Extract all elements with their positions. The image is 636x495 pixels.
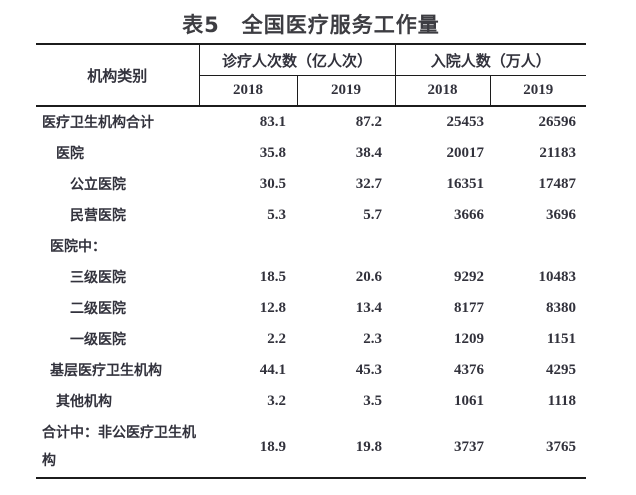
value-cell: 30.5 xyxy=(259,176,286,192)
value-cell: 87.2 xyxy=(355,114,383,130)
value-cell: 25453 xyxy=(446,114,485,130)
header-group-row: 机构类别 诊疗人次数（亿人次） 入院人数（万人） xyxy=(36,44,587,107)
value-cell: 8177 xyxy=(454,300,485,316)
value-cell: 38.4 xyxy=(355,145,383,161)
row-label: 其他机构 xyxy=(56,393,112,410)
value-cell: 1118 xyxy=(547,393,577,409)
row-label: 民营医院 xyxy=(70,207,126,224)
table-row: 医疗卫生机构合计 83.1 87.2 25453 26596 xyxy=(36,106,586,138)
header-year-row: 2018 2019 2018 2019 xyxy=(36,75,587,107)
value-cell: 26596 xyxy=(538,114,577,130)
value-cell: 21183 xyxy=(539,145,577,161)
value-cell: 44.1 xyxy=(259,362,286,378)
value-cell: 2.3 xyxy=(363,331,383,347)
row-label: 基层医疗卫生机构 xyxy=(50,362,162,379)
row-label: 公立医院 xyxy=(70,176,126,193)
table-body: 医疗卫生机构合计 83.1 87.2 25453 26596 医院 35.8 3… xyxy=(36,106,586,478)
row-label: 合计中：非公医疗卫生机构 xyxy=(42,425,196,469)
row-label: 医院中： xyxy=(50,238,106,255)
value-cell: 18.9 xyxy=(259,438,286,455)
row-label: 医院 xyxy=(56,145,84,162)
value-cell: 3.5 xyxy=(363,393,383,409)
row-label: 三级医院 xyxy=(70,269,126,286)
medical-workload-table: 机构类别 诊疗人次数（亿人次） 入院人数（万人） 2018 2019 2018 … xyxy=(36,43,587,479)
value-cell: 4376 xyxy=(454,362,485,378)
value-cell: 5.3 xyxy=(267,207,286,223)
value-cell: 16351 xyxy=(446,176,485,192)
table-row: 基层医疗卫生机构 44.1 45.3 4376 4295 xyxy=(36,355,586,386)
table-row: 合计中：非公医疗卫生机构 18.9 19.8 3737 3765 xyxy=(36,417,586,478)
value-cell: 10483 xyxy=(538,269,577,285)
value-cell: 32.7 xyxy=(355,176,383,192)
value-cell xyxy=(297,231,395,262)
year-header-visits-2019: 2019 xyxy=(297,75,396,107)
row-label: 医疗卫生机构合计 xyxy=(42,114,154,131)
value-cell: 5.7 xyxy=(363,207,383,223)
value-cell: 35.8 xyxy=(259,145,286,161)
value-cell: 3666 xyxy=(454,207,485,223)
statistical-report-page: 表5 全国医疗服务工作量 机构类别 诊疗人次数（亿人次） 入院人数（万人） 20… xyxy=(0,10,636,495)
row-label: 一级医院 xyxy=(70,331,126,348)
table-row: 一级医院 2.2 2.3 1209 1151 xyxy=(36,324,586,355)
value-cell xyxy=(199,231,297,262)
table-row: 医院 35.8 38.4 20017 21183 xyxy=(36,138,586,169)
value-cell: 2.2 xyxy=(267,331,286,347)
value-cell: 1151 xyxy=(546,331,577,347)
value-cell: 20.6 xyxy=(355,269,383,285)
column-group-outpatient-visits: 诊疗人次数（亿人次） xyxy=(199,44,396,76)
column-group-admissions: 入院人数（万人） xyxy=(395,44,587,76)
value-cell: 1061 xyxy=(454,393,485,409)
year-header-admissions-2018: 2018 xyxy=(395,75,491,107)
value-cell: 4295 xyxy=(546,362,577,378)
value-cell: 17487 xyxy=(538,176,577,192)
table-row: 其他机构 3.2 3.5 1061 1118 xyxy=(36,386,586,417)
value-cell: 19.8 xyxy=(355,438,383,455)
year-header-admissions-2019: 2019 xyxy=(490,75,587,107)
value-cell: 12.8 xyxy=(259,300,286,316)
row-label: 二级医院 xyxy=(70,300,126,317)
table-header: 机构类别 诊疗人次数（亿人次） 入院人数（万人） 2018 2019 2018 … xyxy=(36,44,587,107)
value-cell: 3696 xyxy=(546,207,577,223)
value-cell: 18.5 xyxy=(259,269,286,285)
value-cell: 3765 xyxy=(546,438,577,455)
value-cell: 20017 xyxy=(446,145,485,161)
table-row: 二级医院 12.8 13.4 8177 8380 xyxy=(36,293,586,324)
table-row: 医院中： xyxy=(36,231,586,262)
value-cell: 3.2 xyxy=(267,393,286,409)
page-title: 表5 全国医疗服务工作量 xyxy=(182,13,440,37)
value-cell: 9292 xyxy=(454,269,485,285)
value-cell xyxy=(395,231,490,262)
value-cell: 3737 xyxy=(454,438,485,455)
stub-header: 机构类别 xyxy=(36,44,200,107)
table-row: 三级医院 18.5 20.6 9292 10483 xyxy=(36,262,586,293)
table-row: 公立医院 30.5 32.7 16351 17487 xyxy=(36,169,586,200)
value-cell xyxy=(490,231,586,262)
value-cell: 13.4 xyxy=(355,300,383,316)
value-cell: 8380 xyxy=(546,300,577,316)
table-row: 民营医院 5.3 5.7 3666 3696 xyxy=(36,200,586,231)
value-cell: 83.1 xyxy=(259,114,286,130)
value-cell: 45.3 xyxy=(355,362,383,378)
year-header-visits-2018: 2018 xyxy=(199,75,298,107)
value-cell: 1209 xyxy=(454,331,485,347)
